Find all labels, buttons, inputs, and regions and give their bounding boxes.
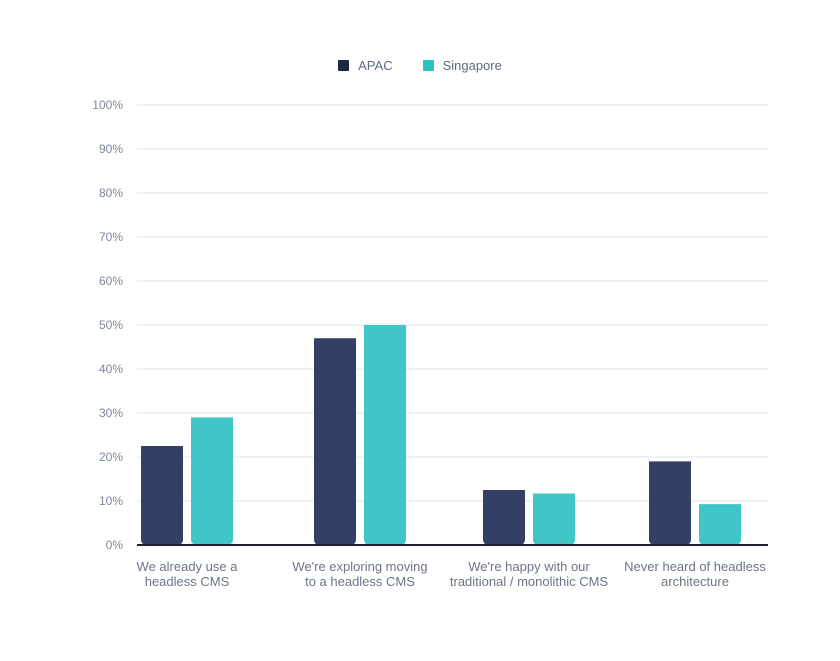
category-label-line: Never heard of headless [624,559,766,574]
bar-singapore-0 [191,417,233,545]
category-label-line: We already use a [137,559,239,574]
legend-item-apac: APAC [338,58,393,73]
category-label-line: We're exploring moving [292,559,427,574]
chart-legend: APAC Singapore [0,58,840,73]
y-tick-label: 20% [99,450,123,464]
legend-item-singapore: Singapore [422,58,502,73]
y-tick-label: 60% [99,274,123,288]
y-tick-label: 10% [99,494,123,508]
legend-swatch-apac [338,60,350,71]
y-tick-label: 80% [99,186,123,200]
category-label-line: to a headless CMS [305,574,415,589]
y-tick-label: 40% [99,362,123,376]
bar-apac-1 [314,338,356,545]
category-label-line: headless CMS [145,574,230,589]
legend-swatch-singapore [422,60,434,71]
legend-label-singapore: Singapore [442,58,502,73]
category-label: Never heard of headless architecture [624,559,766,589]
category-label-line: traditional / monolithic CMS [450,574,609,589]
bar-apac-2 [483,490,525,545]
y-tick-label: 30% [99,406,123,420]
y-tick-label: 50% [99,318,123,332]
y-tick-label: 90% [99,142,123,156]
category-label-line: We're happy with our [468,559,590,574]
legend-label-apac: APAC [358,58,393,73]
bar-apac-0 [141,446,183,545]
y-tick-label: 0% [106,538,124,552]
category-label: We already use a headless CMS [137,559,239,589]
category-label: We're happy with our traditional / monoli… [450,559,609,589]
y-tick-label: 70% [99,230,123,244]
bar-singapore-3 [699,504,741,545]
y-tick-label: 100% [92,98,123,112]
bar-singapore-1 [364,325,406,545]
category-label-line: architecture [661,574,729,589]
bar-singapore-2 [533,493,575,545]
bar-apac-3 [649,461,691,545]
category-label: We're exploring moving to a headless CMS [292,559,427,589]
